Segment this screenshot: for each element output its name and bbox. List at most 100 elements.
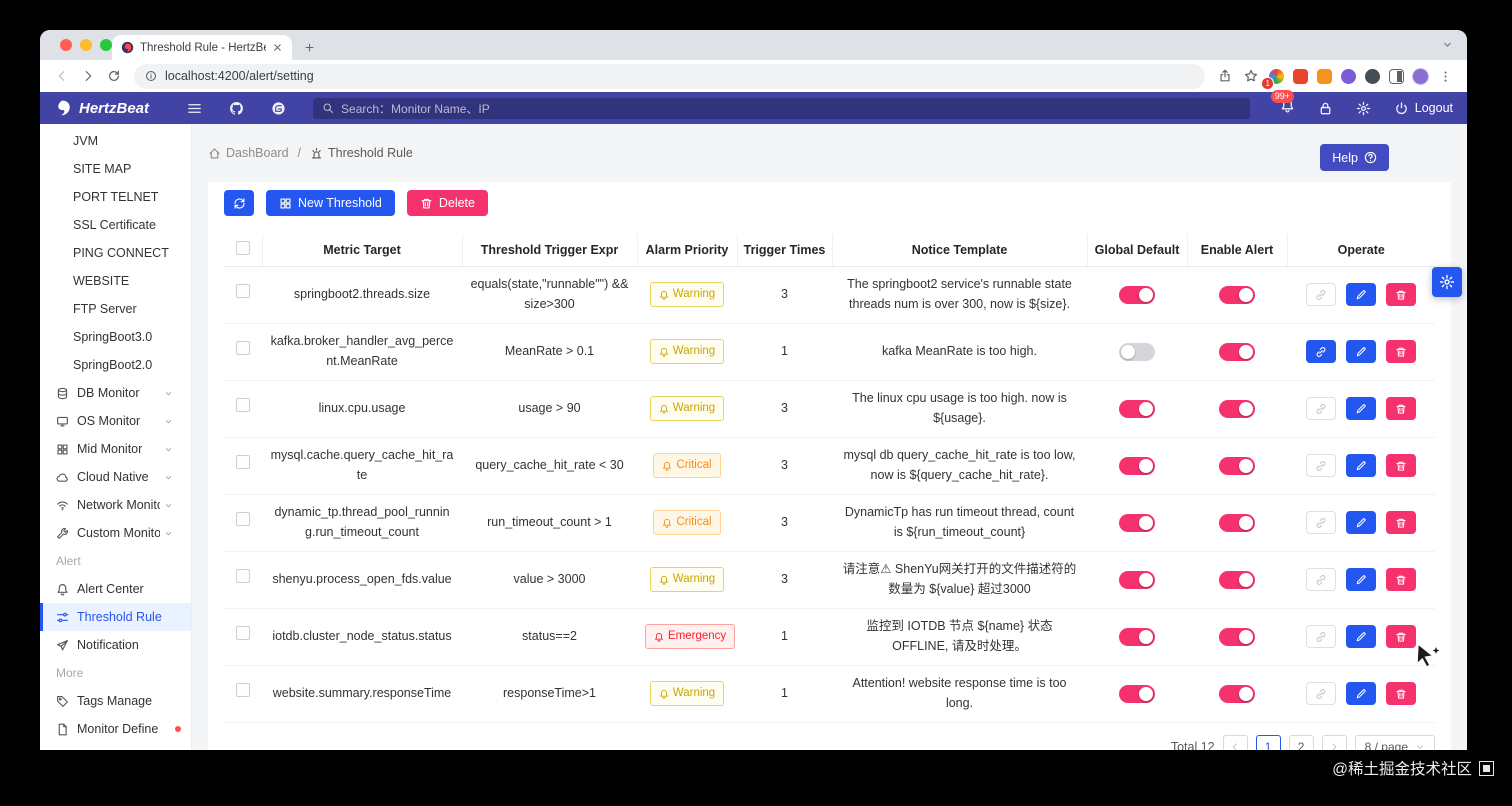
- new-tab-button[interactable]: [304, 42, 315, 53]
- row-checkbox[interactable]: [236, 683, 250, 698]
- row-checkbox[interactable]: [236, 512, 250, 527]
- global-default-toggle[interactable]: [1119, 342, 1155, 361]
- link-monitor-button[interactable]: [1306, 568, 1336, 591]
- search-input[interactable]: Search：Monitor Name、IP: [313, 97, 1250, 119]
- browser-menu-icon[interactable]: [1439, 70, 1452, 83]
- prev-page-button[interactable]: [1222, 734, 1248, 750]
- profile-avatar[interactable]: [1409, 65, 1431, 87]
- extension-icon[interactable]: [1361, 65, 1383, 87]
- sidebar-item-notification[interactable]: Notification: [40, 631, 191, 659]
- enable-alert-toggle[interactable]: [1219, 342, 1255, 361]
- logout-button[interactable]: Logout: [1394, 101, 1453, 116]
- browser-tab[interactable]: Threshold Rule - HertzBeat: [112, 35, 292, 60]
- global-default-toggle[interactable]: [1119, 570, 1155, 589]
- bookmark-star-icon[interactable]: [1244, 69, 1258, 83]
- delete-row-button[interactable]: [1386, 568, 1416, 591]
- site-info-icon[interactable]: [145, 70, 157, 82]
- link-monitor-button[interactable]: [1306, 511, 1336, 534]
- extension-icon[interactable]: [1313, 65, 1335, 87]
- collapse-menu-icon[interactable]: [187, 101, 202, 116]
- edit-row-button[interactable]: [1346, 283, 1376, 306]
- settings-drawer-button[interactable]: [1432, 267, 1462, 297]
- sidebar-item-tags-manage[interactable]: Tags Manage: [40, 687, 191, 715]
- row-checkbox[interactable]: [236, 398, 250, 413]
- enable-alert-toggle[interactable]: [1219, 627, 1255, 646]
- sidebar-item-network-monitor[interactable]: Network Monitor: [40, 491, 191, 519]
- refresh-button[interactable]: [224, 190, 254, 216]
- sidebar-item-springboot2-0[interactable]: SpringBoot2.0: [40, 351, 191, 379]
- edit-row-button[interactable]: [1346, 511, 1376, 534]
- zoom-window-button[interactable]: [100, 39, 112, 51]
- tab-close-button[interactable]: [272, 42, 283, 53]
- sidebar-item-custom-monitor[interactable]: Custom Monitor: [40, 519, 191, 547]
- global-default-toggle[interactable]: [1119, 627, 1155, 646]
- edit-row-button[interactable]: [1346, 454, 1376, 477]
- delete-button[interactable]: Delete: [406, 190, 488, 216]
- sidebar-item-jvm[interactable]: JVM: [40, 127, 191, 155]
- sidebar-item-monitor-define[interactable]: Monitor Define: [40, 715, 191, 743]
- edit-row-button[interactable]: [1346, 568, 1376, 591]
- row-checkbox[interactable]: [236, 569, 250, 584]
- sidebar-item-os-monitor[interactable]: OS Monitor: [40, 407, 191, 435]
- sidebar-item-site-map[interactable]: SITE MAP: [40, 155, 191, 183]
- edit-row-button[interactable]: [1346, 397, 1376, 420]
- sidebar-item-threshold-rule[interactable]: Threshold Rule: [40, 603, 191, 631]
- sidebar-item-mid-monitor[interactable]: Mid Monitor: [40, 435, 191, 463]
- delete-row-button[interactable]: [1386, 283, 1416, 306]
- reload-icon[interactable]: [107, 69, 121, 83]
- link-monitor-button[interactable]: [1306, 454, 1336, 477]
- github-icon[interactable]: [229, 101, 244, 116]
- enable-alert-toggle[interactable]: [1219, 684, 1255, 703]
- settings-gear-icon[interactable]: [1356, 101, 1371, 116]
- gitee-icon[interactable]: [271, 101, 286, 116]
- sidebar-item-ping-connect[interactable]: PING CONNECT: [40, 239, 191, 267]
- edit-row-button[interactable]: [1346, 682, 1376, 705]
- edit-row-button[interactable]: [1346, 340, 1376, 363]
- page-2-button[interactable]: 2: [1288, 734, 1314, 750]
- page-size-select[interactable]: 8 / page: [1354, 734, 1435, 750]
- sidebar-item-port-telnet[interactable]: PORT TELNET: [40, 183, 191, 211]
- sidebar-item-ftp-server[interactable]: FTP Server: [40, 295, 191, 323]
- enable-alert-toggle[interactable]: [1219, 285, 1255, 304]
- enable-alert-toggle[interactable]: [1219, 570, 1255, 589]
- delete-row-button[interactable]: [1386, 682, 1416, 705]
- lock-icon[interactable]: [1318, 101, 1333, 116]
- help-button[interactable]: Help: [1320, 144, 1389, 171]
- global-default-toggle[interactable]: [1119, 285, 1155, 304]
- next-page-button[interactable]: [1321, 734, 1347, 750]
- global-default-toggle[interactable]: [1119, 684, 1155, 703]
- breadcrumb-dashboard[interactable]: DashBoard: [208, 146, 289, 160]
- delete-row-button[interactable]: [1386, 397, 1416, 420]
- extension-icon[interactable]: 1: [1261, 65, 1287, 90]
- enable-alert-toggle[interactable]: [1219, 399, 1255, 418]
- delete-row-button[interactable]: [1386, 454, 1416, 477]
- link-monitor-button[interactable]: [1306, 625, 1336, 648]
- extension-icon[interactable]: [1289, 65, 1311, 87]
- minimize-window-button[interactable]: [80, 39, 92, 51]
- close-window-button[interactable]: [60, 39, 72, 51]
- page-1-button[interactable]: 1: [1255, 734, 1281, 750]
- select-all-checkbox[interactable]: [235, 241, 250, 256]
- sidebar-item-alert-center[interactable]: Alert Center: [40, 575, 191, 603]
- sidebar-item-springboot3-0[interactable]: SpringBoot3.0: [40, 323, 191, 351]
- row-checkbox[interactable]: [236, 626, 250, 641]
- enable-alert-toggle[interactable]: [1219, 513, 1255, 532]
- link-monitor-button[interactable]: [1306, 682, 1336, 705]
- address-bar[interactable]: localhost:4200/alert/setting: [134, 63, 1205, 89]
- global-default-toggle[interactable]: [1119, 456, 1155, 475]
- row-checkbox[interactable]: [236, 284, 250, 299]
- back-icon[interactable]: [55, 69, 69, 83]
- sidebar-item-cloud-native[interactable]: Cloud Native: [40, 463, 191, 491]
- global-default-toggle[interactable]: [1119, 399, 1155, 418]
- link-monitor-button[interactable]: [1306, 340, 1336, 363]
- extension-icon[interactable]: [1337, 65, 1359, 87]
- sidebar-item-db-monitor[interactable]: DB Monitor: [40, 379, 191, 407]
- sidebar-item-ssl-certificate[interactable]: SSL Certificate: [40, 211, 191, 239]
- new-threshold-button[interactable]: New Threshold: [266, 190, 395, 216]
- link-monitor-button[interactable]: [1306, 397, 1336, 420]
- sidebar-item-website[interactable]: WEBSITE: [40, 267, 191, 295]
- share-icon[interactable]: [1218, 69, 1232, 83]
- link-monitor-button[interactable]: [1306, 283, 1336, 306]
- side-panel-icon[interactable]: [1385, 65, 1407, 87]
- delete-row-button[interactable]: [1386, 511, 1416, 534]
